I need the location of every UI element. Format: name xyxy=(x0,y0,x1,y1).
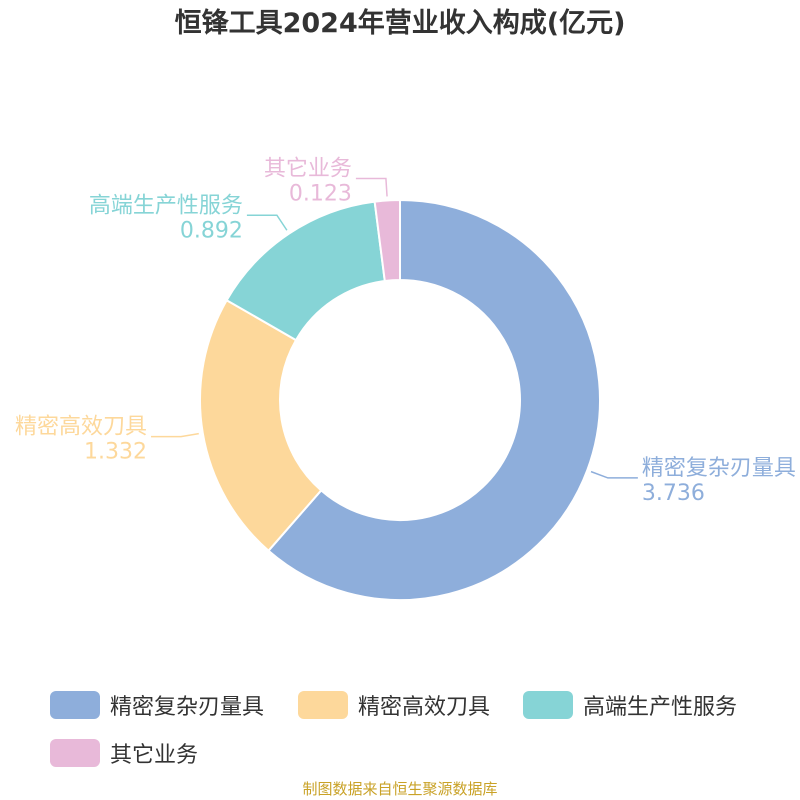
leader-line-2 xyxy=(246,214,288,231)
slice-3[interactable] xyxy=(373,198,401,283)
legend-swatch-3 xyxy=(50,739,100,767)
legend-swatch-1 xyxy=(298,691,348,719)
leader-lines-layer xyxy=(151,177,638,479)
slice-value-label-1: 1.332 xyxy=(84,440,147,465)
slice-name-label-3: 其它业务 xyxy=(264,156,352,181)
legend-item-1[interactable]: 精密高效刀具 xyxy=(298,690,490,720)
chart-title: 恒锋工具2024年营业收入构成(亿元) xyxy=(174,8,626,39)
legend-label-2: 高端生产性服务 xyxy=(583,695,738,720)
legend-label-0: 精密复杂刃量具 xyxy=(110,695,265,720)
legend-label-3: 其它业务 xyxy=(110,743,199,768)
slice-1[interactable] xyxy=(199,298,323,553)
slice-name-label-1: 精密高效刀具 xyxy=(15,415,147,440)
leader-line-1 xyxy=(151,432,199,438)
slice-0[interactable] xyxy=(267,198,601,601)
leader-line-0 xyxy=(590,470,638,479)
slice-value-label-3: 0.123 xyxy=(289,181,352,206)
slice-name-label-2: 高端生产性服务 xyxy=(89,193,243,218)
legend-item-3[interactable]: 其它业务 xyxy=(50,738,198,768)
legend-swatch-0 xyxy=(50,691,100,719)
slices-layer xyxy=(199,198,601,601)
slice-name-label-0: 精密复杂刃量具 xyxy=(642,456,796,481)
data-source-note: 制图数据来自恒生聚源数据库 xyxy=(302,780,498,798)
legend-item-2[interactable]: 高端生产性服务 xyxy=(523,690,737,720)
legend-label-1: 精密高效刀具 xyxy=(358,695,491,720)
legend-item-0[interactable]: 精密复杂刃量具 xyxy=(50,690,264,720)
leader-line-3 xyxy=(355,177,388,197)
slice-value-label-0: 3.736 xyxy=(642,481,705,506)
slice-value-label-2: 0.892 xyxy=(180,218,243,243)
legend-swatch-2 xyxy=(523,691,573,719)
